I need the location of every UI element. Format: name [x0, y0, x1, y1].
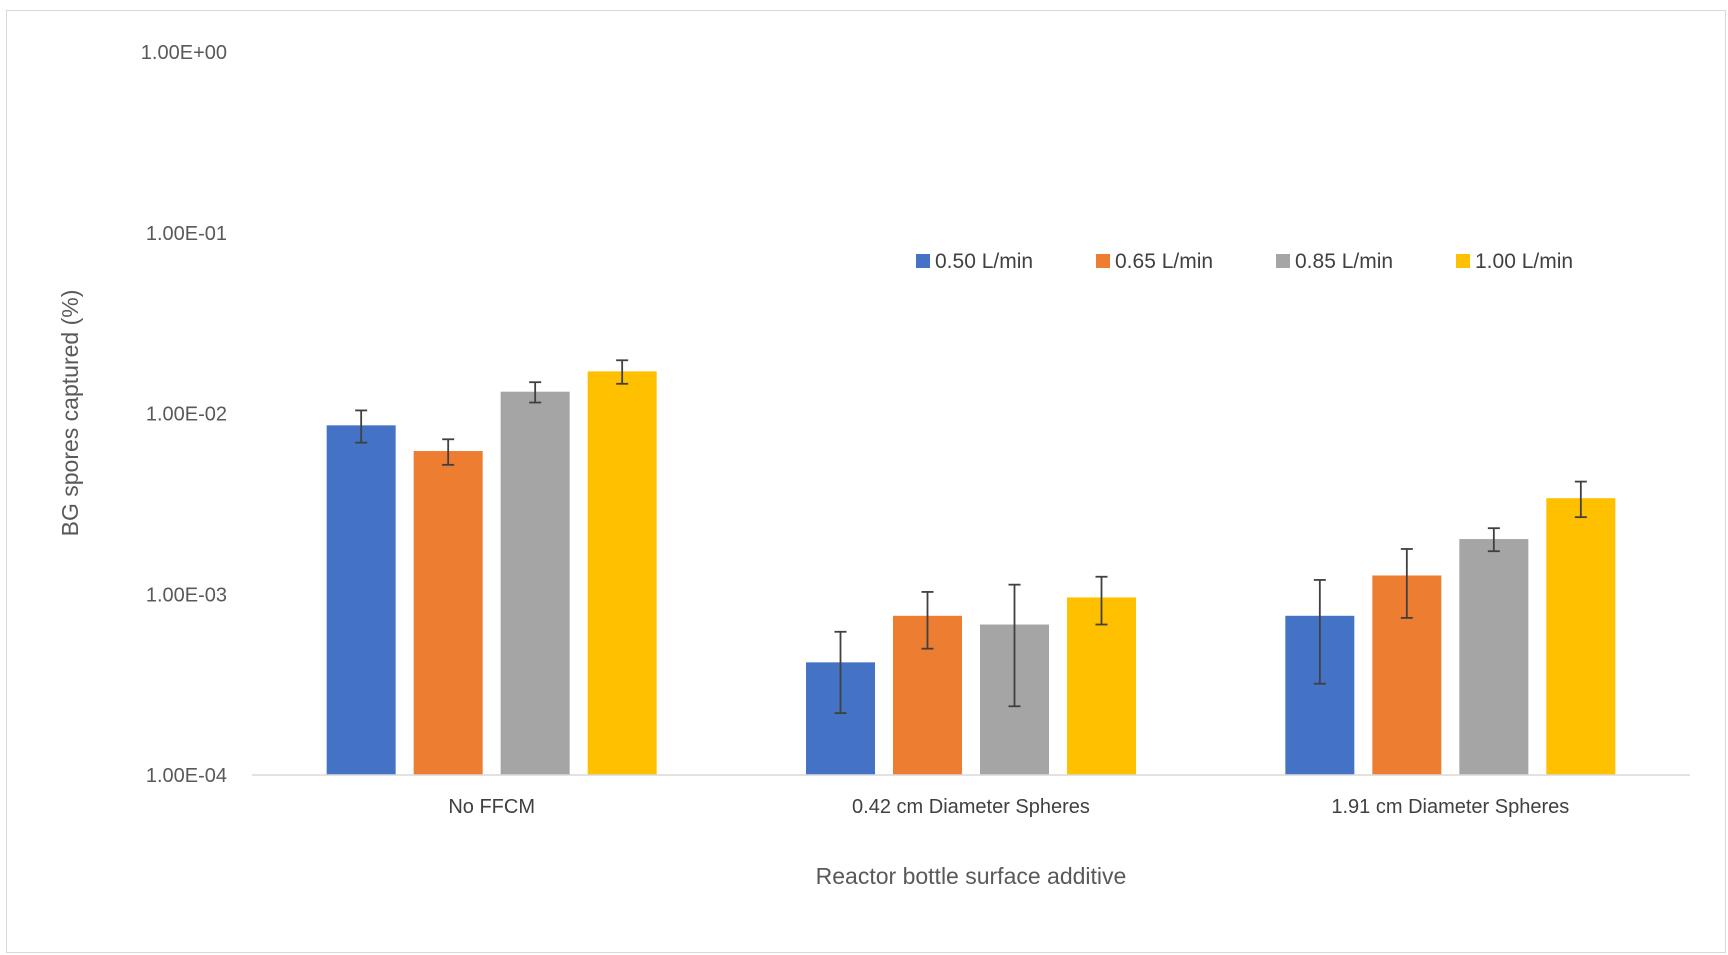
y-axis-ticks: 1.00E+00 1.00E-01 1.00E-02 1.00E-03 1.00E-04	[141, 42, 227, 787]
x-category-label-0: No FFCM	[448, 796, 535, 818]
legend-label-1: 0.65 L/min	[1115, 250, 1213, 273]
y-tick-label-2: 1.00E-02	[146, 404, 227, 426]
x-category-label-2: 1.91 cm Diameter Spheres	[1331, 796, 1569, 818]
error-bar-0-1	[442, 438, 455, 466]
bar-0-2	[500, 391, 570, 775]
error-bar-1-1	[921, 591, 934, 650]
legend-item-1: 0.65 L/min	[1096, 250, 1213, 273]
legend-label-2: 0.85 L/min	[1295, 250, 1393, 273]
error-bar-2-3	[1574, 480, 1587, 519]
bar-1-3	[1067, 597, 1136, 775]
x-category-label-1: 0.42 cm Diameter Spheres	[852, 796, 1090, 818]
chart-frame	[6, 10, 1726, 953]
y-tick-label-3: 1.00E-03	[146, 584, 227, 606]
y-tick-label-4: 1.00E-04	[146, 765, 227, 787]
x-axis-title: Reactor bottle surface additive	[816, 863, 1127, 889]
error-bar-0-0	[355, 409, 368, 444]
error-bars	[355, 359, 1587, 715]
error-bar-2-1	[1400, 548, 1413, 619]
error-bar-1-2	[1008, 583, 1021, 708]
error-bar-0-3	[616, 359, 629, 385]
legend: 0.50 L/min 0.65 L/min 0.85 L/min 1.00 L/min	[916, 250, 1573, 273]
y-tick-label-1: 1.00E-01	[146, 223, 227, 245]
error-bar-2-2	[1487, 527, 1500, 553]
bar-2-2	[1459, 539, 1529, 775]
legend-swatch-3	[1456, 254, 1470, 268]
bar-0-0	[326, 425, 396, 775]
legend-item-2: 0.85 L/min	[1276, 250, 1393, 273]
error-bar-0-2	[529, 381, 542, 404]
legend-label-3: 1.00 L/min	[1475, 250, 1573, 273]
y-tick-label-0: 1.00E+00	[141, 42, 227, 64]
legend-item-0: 0.50 L/min	[916, 250, 1033, 273]
x-axis-labels: No FFCM 0.42 cm Diameter Spheres 1.91 cm D…	[448, 796, 1569, 818]
bar-2-3	[1546, 498, 1616, 775]
legend-swatch-0	[916, 254, 930, 268]
bar-0-1	[413, 451, 483, 775]
bars	[326, 371, 1616, 775]
error-bar-2-0	[1313, 579, 1326, 685]
legend-item-3: 1.00 L/min	[1456, 250, 1573, 273]
error-bar-1-3	[1095, 575, 1108, 626]
legend-swatch-2	[1276, 254, 1290, 268]
error-bar-1-0	[834, 630, 847, 715]
legend-label-0: 0.50 L/min	[935, 250, 1033, 273]
bar-0-3	[587, 371, 657, 775]
y-axis-title: BG spores captured (%)	[57, 290, 83, 537]
legend-swatch-1	[1096, 254, 1110, 268]
